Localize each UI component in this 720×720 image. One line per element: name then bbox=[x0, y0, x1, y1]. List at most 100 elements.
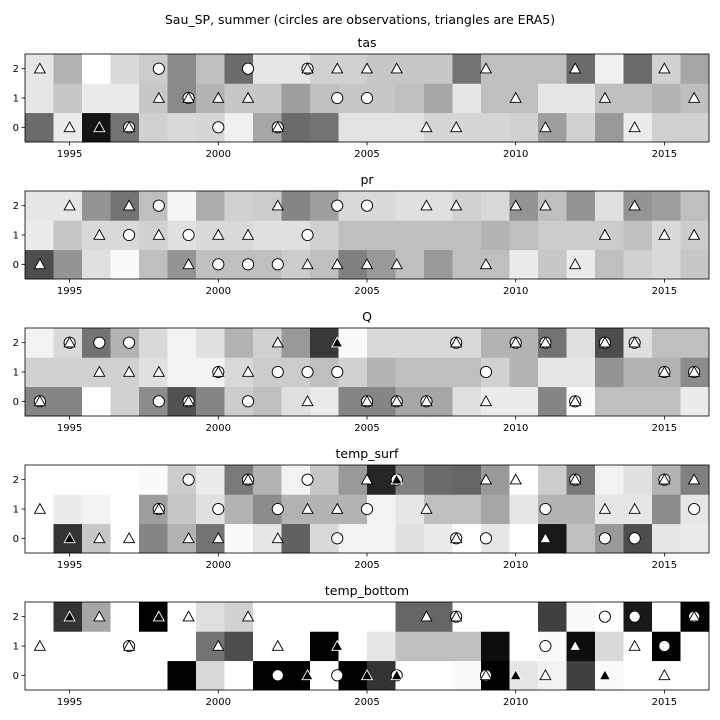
heatmap-cell bbox=[139, 220, 168, 251]
heatmap-cell bbox=[139, 357, 168, 388]
heatmap-cell bbox=[281, 631, 311, 662]
heatmap-cell bbox=[623, 249, 653, 280]
era5-triangle bbox=[628, 639, 641, 651]
obs-circle bbox=[539, 502, 552, 516]
heatmap-cell bbox=[310, 386, 339, 417]
era5-triangle bbox=[63, 610, 76, 622]
heatmap-cell bbox=[566, 54, 596, 84]
heatmap-cell bbox=[338, 357, 368, 388]
era5-triangle bbox=[390, 395, 403, 407]
heatmap-cell bbox=[53, 249, 83, 280]
heatmap-cell bbox=[595, 54, 624, 84]
heatmap-cell bbox=[452, 631, 482, 662]
era5-triangle bbox=[479, 258, 493, 270]
obs-circle bbox=[241, 258, 255, 271]
heatmap-cell bbox=[566, 631, 596, 662]
heatmap-cell bbox=[53, 494, 83, 525]
era5-triangle bbox=[687, 473, 701, 485]
heatmap-cell bbox=[25, 602, 54, 632]
heatmap-cell bbox=[367, 523, 396, 554]
era5-triangle bbox=[420, 610, 433, 622]
heatmap-cell bbox=[110, 523, 140, 554]
obs-circle bbox=[123, 228, 136, 242]
heatmap-cell bbox=[395, 112, 425, 143]
era5-triangle bbox=[687, 228, 701, 240]
heatmap-cell bbox=[424, 357, 453, 388]
heatmap-cell bbox=[338, 54, 368, 84]
heatmap-cell bbox=[652, 83, 681, 114]
x-tick-label: 2000 bbox=[206, 149, 231, 160]
era5-triangle bbox=[212, 532, 225, 544]
era5-triangle bbox=[152, 365, 165, 377]
heatmap-cell bbox=[595, 465, 624, 495]
heatmap-cell bbox=[452, 83, 482, 114]
era5-triangle bbox=[122, 532, 136, 544]
obs-circle bbox=[360, 199, 374, 212]
heatmap-cell bbox=[623, 220, 653, 251]
era5-triangle bbox=[569, 473, 582, 485]
heatmap-cell bbox=[680, 249, 710, 280]
era5-triangle bbox=[539, 336, 552, 348]
heatmap-cell bbox=[82, 494, 111, 525]
heatmap-cell bbox=[367, 357, 396, 388]
x-tick-label: 2000 bbox=[206, 697, 231, 708]
heatmap-cell bbox=[139, 523, 168, 554]
heatmap-cell bbox=[310, 465, 339, 495]
era5-triangle bbox=[331, 258, 344, 270]
era5-triangle bbox=[33, 639, 47, 651]
era5-triangle bbox=[301, 502, 314, 514]
heatmap-cell bbox=[424, 523, 453, 554]
obs-circle bbox=[123, 336, 136, 349]
heatmap-cell bbox=[424, 83, 453, 114]
era5-triangle bbox=[241, 228, 255, 240]
y-tick-label: 2 bbox=[13, 612, 19, 623]
y-tick-label: 1 bbox=[13, 231, 19, 242]
heatmap-cell bbox=[110, 494, 140, 525]
era5-triangle bbox=[271, 336, 284, 348]
heatmap-cell bbox=[25, 191, 54, 221]
heatmap-cell bbox=[338, 112, 368, 143]
panel-Q: Q 0 1 2 1995 2000 2005 2010 2015 bbox=[13, 309, 710, 434]
heatmap-cell bbox=[481, 83, 510, 114]
x-tick-label: 2000 bbox=[206, 423, 231, 434]
heatmap-cell bbox=[538, 357, 567, 388]
era5-triangle bbox=[479, 473, 493, 485]
heatmap-cell bbox=[110, 465, 140, 495]
heatmap-cell bbox=[196, 386, 225, 417]
obs-circle bbox=[301, 365, 314, 379]
heatmap-cell bbox=[395, 83, 425, 114]
obs-circle bbox=[331, 199, 344, 212]
era5-triangle bbox=[152, 91, 165, 103]
figure-title: Sau_SP, summer (circles are observations… bbox=[165, 12, 555, 27]
heatmap-cell bbox=[452, 249, 482, 280]
era5-triangle bbox=[182, 395, 195, 407]
era5-triangle bbox=[450, 610, 463, 622]
obs-circle bbox=[598, 610, 611, 623]
heatmap-cell bbox=[110, 191, 140, 221]
heatmap-cell bbox=[566, 112, 596, 143]
era5-triangle bbox=[598, 336, 612, 348]
heatmap-cell bbox=[139, 112, 168, 143]
era5-triangle bbox=[212, 639, 225, 651]
obs-circle bbox=[658, 639, 671, 653]
era5-triangle bbox=[33, 395, 47, 407]
era5-triangle bbox=[628, 121, 641, 133]
heatmap-cell bbox=[680, 660, 710, 691]
obs-circle bbox=[331, 91, 344, 105]
obs-circle bbox=[628, 532, 641, 545]
era5-triangle bbox=[63, 121, 76, 133]
heatmap-cell bbox=[566, 602, 596, 632]
heatmap-cell bbox=[338, 631, 368, 662]
obs-circle bbox=[688, 502, 701, 516]
heatmap-cell bbox=[566, 191, 596, 221]
obs-circle bbox=[212, 502, 225, 516]
heatmap-cell bbox=[481, 494, 510, 525]
y-tick-label: 0 bbox=[13, 260, 19, 271]
heatmap-cell bbox=[595, 660, 624, 691]
era5-triangle bbox=[93, 532, 106, 544]
heatmap-cell bbox=[224, 660, 254, 691]
heatmap-cell bbox=[395, 494, 425, 525]
era5-triangle bbox=[450, 199, 463, 211]
obs-circle bbox=[301, 228, 314, 242]
heatmap-cell bbox=[424, 660, 453, 691]
